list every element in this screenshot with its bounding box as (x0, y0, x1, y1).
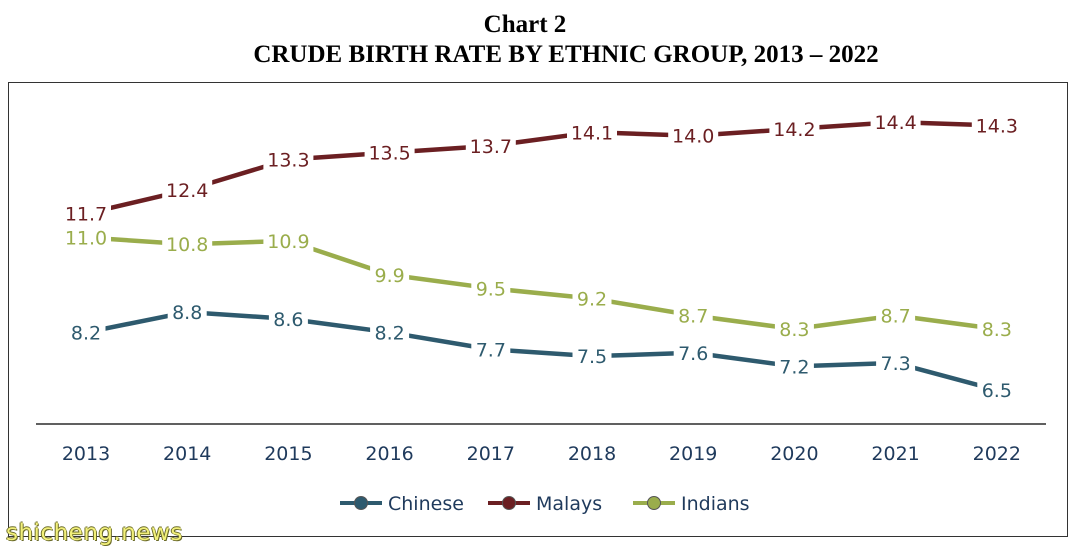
legend-label-malays: Malays (536, 493, 602, 515)
data-label-chinese: 7.7 (476, 339, 506, 361)
chart-title-block: Chart 2 CRUDE BIRTH RATE BY ETHNIC GROUP… (0, 10, 1080, 70)
x-tick-label: 2018 (568, 443, 616, 465)
x-tick-label: 2020 (770, 443, 818, 465)
data-label-backdrop (465, 133, 516, 158)
data-label-backdrop (774, 317, 814, 342)
data-label-backdrop (66, 320, 106, 345)
data-label-backdrop (977, 317, 1017, 342)
data-label-backdrop (162, 177, 213, 202)
data-label-backdrop (769, 116, 820, 141)
data-label-indians: 10.8 (166, 234, 208, 256)
data-label-indians: 8.7 (678, 305, 708, 327)
data-label-backdrop (263, 228, 314, 253)
data-label-malays: 14.2 (773, 119, 815, 141)
data-label-malays: 14.1 (571, 122, 613, 144)
chart-frame (8, 82, 1068, 537)
data-label-chinese: 6.5 (982, 380, 1012, 402)
x-tick-label: 2019 (669, 443, 717, 465)
data-label-malays: 13.3 (267, 149, 309, 171)
data-label-chinese: 8.2 (71, 322, 101, 344)
data-label-backdrop (673, 303, 713, 328)
data-label-backdrop (673, 340, 713, 365)
x-tick-label: 2014 (163, 443, 211, 465)
data-label-chinese: 8.2 (374, 322, 404, 344)
data-label-malays: 13.7 (470, 136, 512, 158)
data-label-chinese: 7.5 (577, 346, 607, 368)
legend-label-chinese: Chinese (388, 493, 464, 515)
data-label-backdrop (567, 120, 617, 145)
data-label-chinese: 8.8 (172, 302, 202, 324)
data-label-backdrop (774, 354, 814, 379)
x-tick-label: 2017 (467, 443, 515, 465)
data-label-backdrop (876, 303, 916, 328)
data-label-malays: 14.0 (672, 126, 714, 148)
data-label-malays: 14.3 (976, 116, 1018, 138)
x-tick-label: 2016 (365, 443, 413, 465)
data-label-malays: 12.4 (166, 180, 208, 202)
data-label-malays: 14.4 (874, 112, 916, 134)
data-label-indians: 9.5 (476, 278, 506, 300)
legend-marker-malays (502, 496, 516, 510)
data-label-backdrop (572, 344, 612, 369)
data-label-chinese: 7.2 (779, 356, 809, 378)
data-label-backdrop (977, 378, 1017, 403)
data-label-backdrop (471, 276, 511, 301)
data-label-malays: 13.5 (368, 143, 410, 165)
data-label-backdrop (61, 201, 111, 226)
data-label-malays: 11.7 (65, 204, 107, 226)
x-tick-label: 2022 (973, 443, 1021, 465)
data-label-backdrop (61, 225, 111, 250)
data-label-chinese: 7.3 (880, 353, 910, 375)
data-label-backdrop (370, 320, 410, 345)
data-label-backdrop (167, 300, 207, 325)
data-label-backdrop (471, 337, 511, 362)
chart-subtitle: CRUDE BIRTH RATE BY ETHNIC GROUP, 2013 –… (253, 41, 879, 68)
chart-title: Chart 2 (483, 11, 567, 38)
x-tick-label: 2013 (62, 443, 110, 465)
legend-marker-chinese (354, 496, 368, 510)
data-label-backdrop (668, 123, 719, 148)
legend-marker-indians (647, 496, 661, 510)
data-label-backdrop (876, 350, 916, 375)
data-label-backdrop (364, 140, 415, 165)
data-label-chinese: 8.6 (273, 309, 303, 331)
data-label-backdrop (162, 232, 213, 257)
data-label-indians: 8.3 (779, 319, 809, 341)
data-label-backdrop (870, 110, 921, 135)
watermark-text: shicheng.news (6, 520, 183, 546)
data-label-backdrop (971, 113, 1022, 138)
data-label-backdrop (370, 262, 410, 287)
data-label-backdrop (572, 286, 612, 311)
legend-label-indians: Indians (681, 493, 750, 515)
x-tick-label: 2021 (871, 443, 919, 465)
data-label-chinese: 7.6 (678, 343, 708, 365)
data-label-backdrop (263, 147, 314, 172)
data-label-indians: 8.7 (880, 305, 910, 327)
data-label-indians: 11.0 (65, 227, 107, 249)
data-label-indians: 9.9 (374, 265, 404, 287)
data-label-indians: 10.9 (267, 231, 309, 253)
data-label-indians: 9.2 (577, 289, 607, 311)
data-label-indians: 8.3 (982, 319, 1012, 341)
data-label-backdrop (268, 306, 308, 331)
x-tick-label: 2015 (264, 443, 312, 465)
